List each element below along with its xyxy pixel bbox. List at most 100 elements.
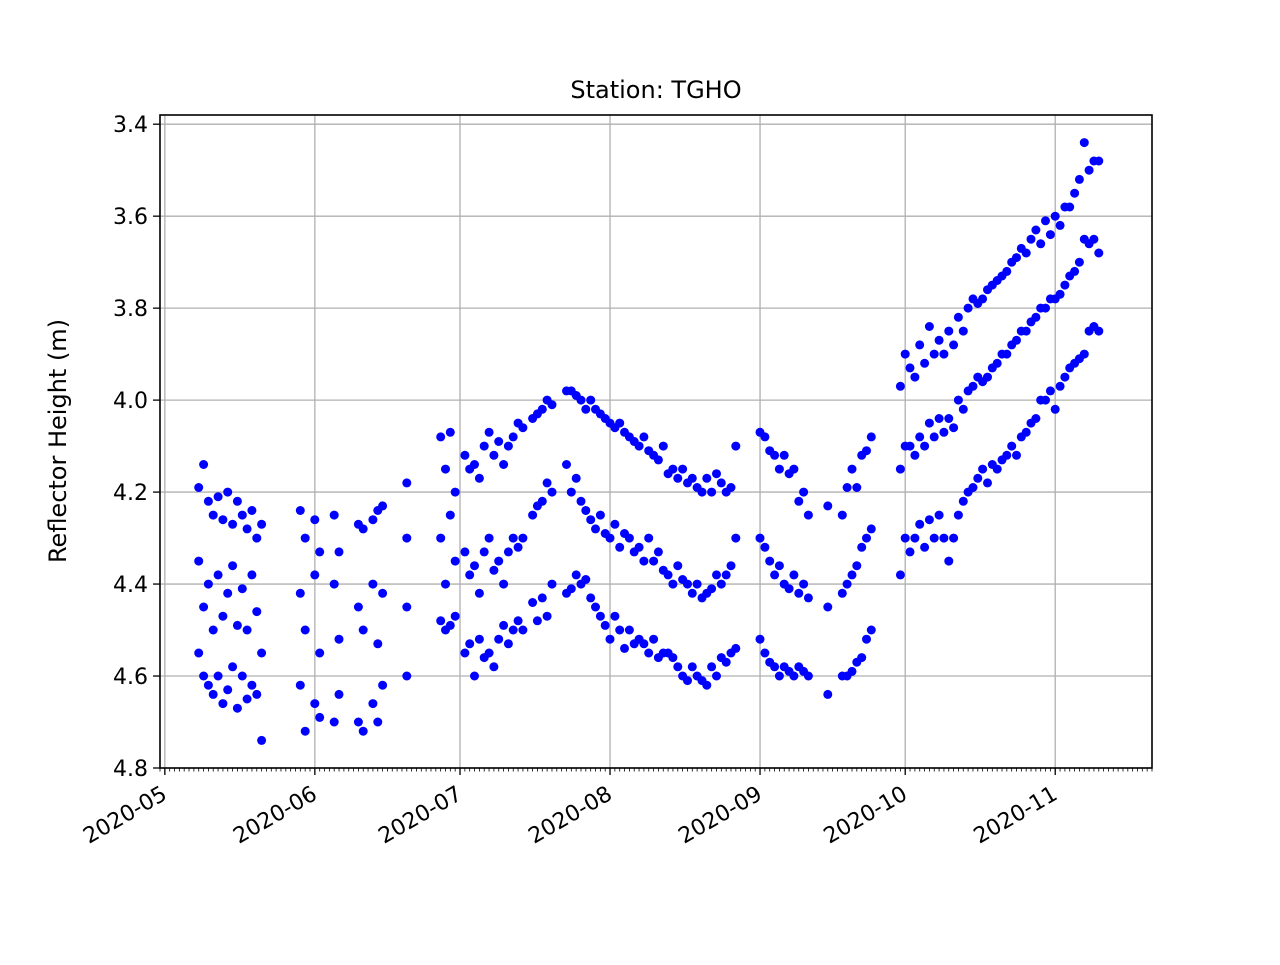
- data-point: [513, 542, 523, 552]
- y-tick-label: 4.8: [113, 757, 148, 782]
- data-point: [358, 726, 368, 736]
- data-point: [803, 671, 813, 681]
- data-point: [663, 570, 673, 580]
- data-point: [920, 358, 930, 368]
- data-point: [586, 593, 596, 603]
- data-point: [503, 639, 513, 649]
- data-point: [862, 634, 871, 644]
- data-point: [963, 303, 973, 313]
- data-point: [644, 648, 654, 658]
- data-point: [973, 473, 983, 483]
- data-point: [595, 510, 605, 520]
- data-point: [242, 694, 252, 704]
- data-point: [566, 487, 576, 497]
- data-point: [208, 510, 218, 520]
- data-point: [905, 363, 915, 373]
- data-point: [1041, 303, 1050, 313]
- data-point: [615, 418, 625, 428]
- data-point: [1060, 280, 1070, 290]
- data-point: [194, 648, 204, 658]
- data-point: [716, 579, 726, 589]
- data-point: [252, 607, 262, 617]
- data-point: [203, 680, 213, 690]
- y-axis-label: Reflector Height (m): [44, 319, 72, 563]
- data-point: [673, 473, 683, 483]
- data-point: [900, 533, 910, 543]
- data-point: [581, 506, 591, 515]
- data-point: [402, 533, 412, 543]
- data-point: [378, 501, 388, 511]
- data-point: [474, 473, 484, 483]
- data-point: [586, 395, 596, 405]
- data-point: [929, 533, 939, 543]
- data-point: [862, 533, 871, 543]
- data-point: [329, 579, 339, 589]
- data-point: [924, 418, 934, 428]
- data-point: [503, 547, 513, 557]
- data-point: [1002, 266, 1012, 276]
- data-point: [707, 584, 717, 594]
- data-point: [1021, 427, 1031, 437]
- data-point: [1094, 248, 1104, 258]
- data-point: [910, 450, 920, 460]
- data-point: [257, 519, 267, 529]
- data-point: [237, 671, 247, 681]
- data-point: [687, 588, 697, 598]
- data-point: [712, 469, 721, 479]
- data-point: [378, 680, 388, 690]
- data-point: [295, 506, 305, 515]
- y-tick-label: 3.6: [113, 205, 148, 230]
- data-point: [315, 547, 325, 557]
- data-point: [934, 510, 944, 520]
- data-point: [508, 625, 518, 635]
- data-point: [968, 483, 978, 492]
- data-point: [257, 648, 267, 658]
- data-point: [789, 570, 799, 580]
- data-point: [1050, 404, 1060, 414]
- data-point: [334, 547, 344, 557]
- data-point: [774, 671, 784, 681]
- data-point: [852, 483, 862, 492]
- data-point: [615, 542, 625, 552]
- data-point: [334, 689, 344, 699]
- data-point: [803, 510, 813, 520]
- data-point: [1012, 335, 1021, 345]
- data-point: [252, 533, 262, 543]
- data-point: [1065, 202, 1075, 212]
- data-point: [1070, 188, 1080, 198]
- data-point: [315, 648, 325, 658]
- data-point: [639, 639, 649, 649]
- data-point: [358, 625, 368, 635]
- data-point: [242, 625, 252, 635]
- data-point: [247, 680, 257, 690]
- data-point: [489, 662, 499, 672]
- data-point: [1055, 220, 1065, 230]
- data-point: [1094, 326, 1104, 336]
- data-point: [905, 547, 915, 557]
- data-point: [368, 699, 378, 709]
- data-point: [920, 542, 930, 552]
- data-point: [895, 464, 905, 474]
- data-point: [218, 699, 228, 709]
- data-point: [905, 441, 915, 451]
- data-point: [237, 584, 247, 594]
- data-point: [799, 579, 809, 589]
- chart-title: Station: TGHO: [570, 76, 741, 104]
- data-point: [847, 666, 857, 676]
- data-point: [707, 662, 717, 672]
- data-point: [639, 556, 649, 566]
- data-point: [528, 510, 538, 520]
- data-point: [929, 349, 939, 359]
- data-points: [194, 138, 1104, 745]
- data-point: [252, 689, 262, 699]
- data-point: [789, 464, 799, 474]
- data-point: [687, 473, 697, 483]
- data-point: [823, 689, 833, 699]
- data-point: [895, 381, 905, 391]
- data-point: [450, 556, 460, 566]
- data-point: [978, 294, 988, 304]
- data-point: [571, 570, 581, 580]
- data-point: [687, 662, 697, 672]
- data-point: [789, 671, 799, 681]
- data-point: [760, 432, 770, 442]
